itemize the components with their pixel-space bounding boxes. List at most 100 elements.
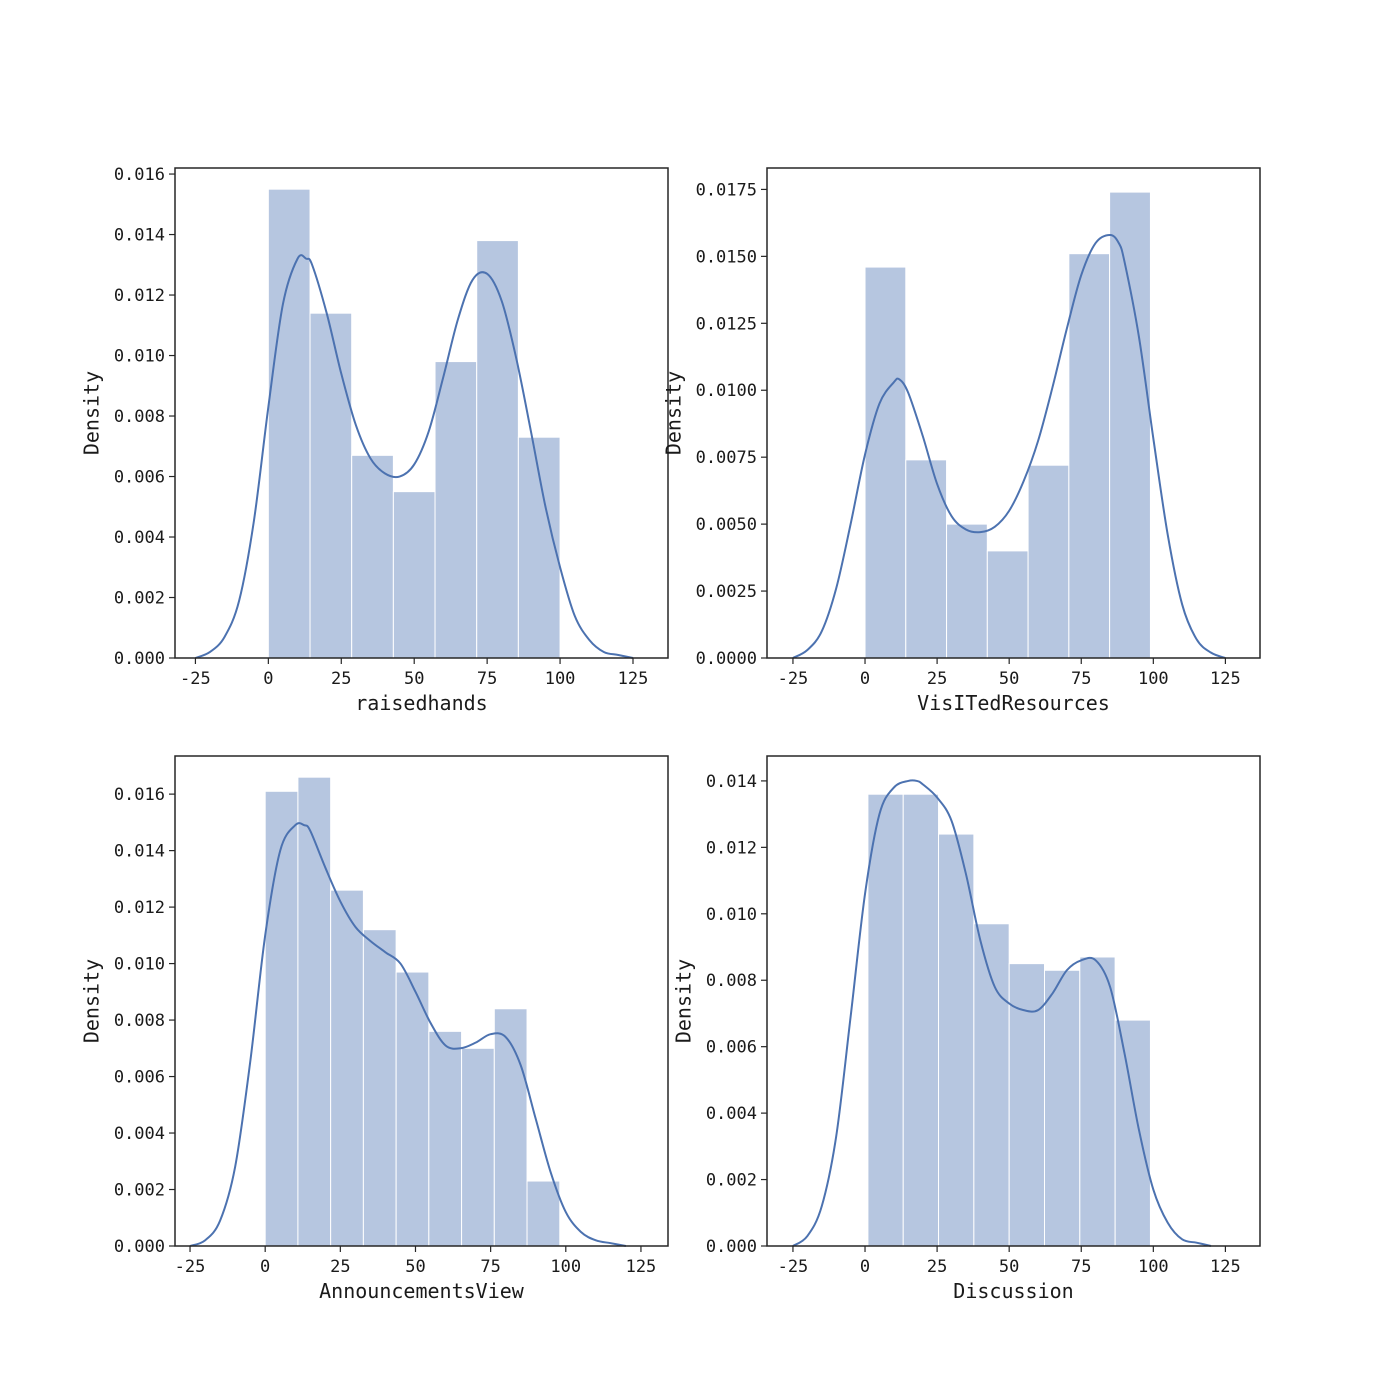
x-tick-label: 125 — [626, 1257, 657, 1277]
y-tick-label: 0.012 — [114, 286, 165, 306]
x-tick-label: 0 — [263, 669, 273, 689]
x-tick-label: 75 — [477, 669, 497, 689]
y-tick-label: 0.012 — [114, 898, 165, 918]
y-tick-label: 0.0075 — [696, 448, 757, 468]
histogram-bar — [1114, 1019, 1151, 1247]
y-tick-label: 0.0125 — [696, 314, 757, 334]
y-axis-label: Density — [662, 371, 686, 455]
x-axis-label: raisedhands — [355, 691, 487, 715]
histogram-bar — [905, 459, 948, 659]
x-tick-label: 25 — [927, 1257, 947, 1277]
histogram-bar — [476, 240, 519, 659]
histogram-bar — [526, 1180, 561, 1247]
kde-line — [792, 233, 1226, 659]
histogram-bar — [1027, 464, 1070, 659]
x-tick-label: 100 — [1138, 669, 1169, 689]
y-tick-label: 0.014 — [114, 226, 165, 246]
x-tick-label: 50 — [405, 1257, 425, 1277]
x-axis-label: VisITedResources — [917, 691, 1110, 715]
x-tick-label: 125 — [1210, 1257, 1241, 1277]
histogram-bar — [493, 1008, 528, 1247]
y-tick-label: 0.002 — [706, 1171, 757, 1191]
y-tick-label: 0.004 — [706, 1104, 757, 1124]
y-tick-label: 0.010 — [706, 905, 757, 925]
x-tick-label: 50 — [999, 1257, 1019, 1277]
kde-line — [792, 779, 1212, 1247]
x-tick-label: 0 — [860, 1257, 870, 1277]
subplot-4: -25 0 25 50 75 100 125 0.000 0.002 0.004 0.006 0.00… — [672, 755, 1261, 1303]
y-tick-label: 0.0175 — [696, 180, 757, 200]
y-axis-label: Density — [80, 959, 104, 1043]
y-tick-label: 0.004 — [114, 528, 165, 548]
axes-frame — [174, 167, 669, 659]
histogram-bar — [267, 188, 311, 659]
x-tick-label: 125 — [1210, 669, 1241, 689]
histogram-bar — [1109, 191, 1151, 659]
histogram-bar — [973, 923, 1010, 1247]
y-tick-label: 0.008 — [706, 971, 757, 991]
y-tick-label: 0.012 — [706, 838, 757, 858]
y-tick-label: 0.000 — [114, 649, 165, 669]
histogram-bar — [938, 833, 975, 1247]
x-tick-label: 50 — [999, 669, 1019, 689]
y-tick-label: 0.004 — [114, 1124, 165, 1144]
y-tick-label: 0.0100 — [696, 381, 757, 401]
histogram-bar — [264, 790, 299, 1247]
histogram-bar — [362, 929, 397, 1247]
kde-line — [189, 822, 627, 1247]
histogram-bar — [1043, 969, 1081, 1247]
y-tick-label: 0.010 — [114, 347, 165, 367]
x-tick-label: 25 — [331, 669, 351, 689]
histogram-bar — [297, 776, 332, 1247]
x-tick-label: 50 — [404, 669, 424, 689]
x-tick-label: -25 — [180, 669, 211, 689]
y-tick-label: 0.002 — [114, 1181, 165, 1201]
y-axis-label: Density — [672, 959, 696, 1043]
y-tick-label: 0.008 — [114, 407, 165, 427]
histogram-bar — [428, 1030, 463, 1247]
histogram-bar — [330, 889, 364, 1247]
histogram-bar — [461, 1047, 495, 1247]
x-tick-label: 100 — [545, 669, 576, 689]
histogram-bar — [864, 266, 907, 659]
y-tick-label: 0.0150 — [696, 247, 757, 267]
histogram-bar — [392, 491, 436, 659]
histogram-bar — [986, 550, 1029, 659]
x-tick-label: 75 — [1071, 1257, 1091, 1277]
x-tick-label: -25 — [778, 1257, 809, 1277]
y-tick-label: 0.016 — [114, 165, 165, 185]
y-tick-label: 0.0050 — [696, 515, 757, 535]
y-tick-label: 0.000 — [706, 1237, 757, 1257]
x-tick-label: 0 — [260, 1257, 270, 1277]
histogram-bar — [309, 312, 353, 659]
y-tick-label: 0.000 — [114, 1237, 165, 1257]
y-tick-label: 0.002 — [114, 589, 165, 609]
histogram-bar — [1068, 253, 1111, 659]
subplot-1: -25 0 25 50 75 100 125 0.000 0.002 0.004 0.006 0.00… — [80, 165, 669, 715]
y-tick-label: 0.014 — [706, 772, 757, 792]
histogram-bar — [902, 793, 940, 1247]
y-tick-label: 0.0000 — [696, 649, 757, 669]
y-tick-label: 0.006 — [114, 468, 165, 488]
axes-frame — [766, 755, 1261, 1247]
axes-frame — [766, 167, 1261, 659]
x-tick-label: 125 — [618, 669, 649, 689]
x-tick-label: 25 — [330, 1257, 350, 1277]
y-tick-label: 0.014 — [114, 842, 165, 862]
histogram-bar — [946, 523, 988, 659]
histogram-bar — [351, 454, 394, 659]
axes-frame — [174, 755, 669, 1247]
x-axis-label: AnnouncementsView — [319, 1279, 525, 1303]
x-tick-label: -25 — [778, 669, 809, 689]
subplot-3: -25 0 25 50 75 100 125 0.000 0.002 0.004 0.006 0.00… — [80, 755, 669, 1303]
y-axis-label: Density — [80, 371, 104, 455]
y-tick-label: 0.006 — [114, 1068, 165, 1088]
x-tick-label: 25 — [927, 669, 947, 689]
y-tick-label: 0.016 — [114, 785, 165, 805]
histogram-bar — [434, 361, 478, 659]
subplot-2: -25 0 25 50 75 100 125 0.0000 0.0025 0.0050 0.0075… — [662, 167, 1261, 715]
y-tick-label: 0.006 — [706, 1038, 757, 1058]
y-tick-label: 0.010 — [114, 955, 165, 975]
histogram-bar — [395, 971, 430, 1247]
